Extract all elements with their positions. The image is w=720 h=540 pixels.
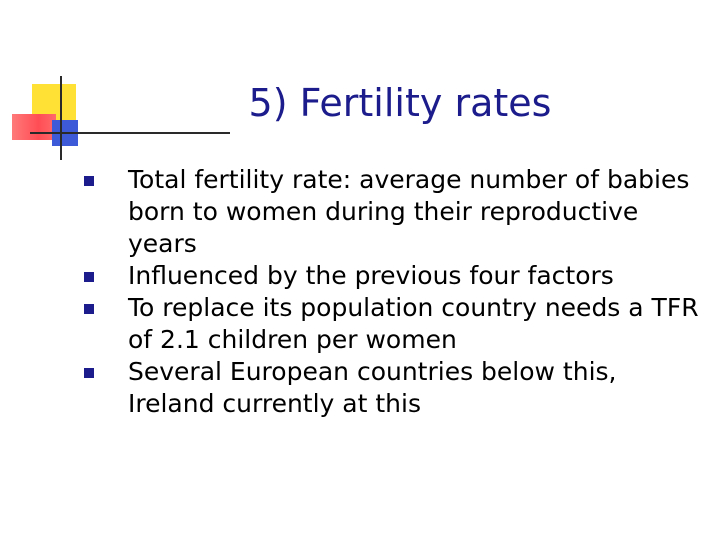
decorative-vertical-line: [60, 76, 62, 160]
slide-title: 5) Fertility rates: [248, 81, 552, 125]
bullet-text: Influenced by the previous four factors: [128, 261, 614, 290]
square-bullet-icon: [84, 176, 94, 186]
bullet-item: To replace its population country needs …: [84, 292, 704, 356]
bullet-item: Several European countries below this, I…: [84, 356, 704, 420]
bullet-text: Several European countries below this, I…: [128, 357, 617, 418]
bullet-item: Influenced by the previous four factors: [84, 260, 704, 292]
square-bullet-icon: [84, 304, 94, 314]
bullet-text: To replace its population country needs …: [128, 293, 699, 354]
square-bullet-icon: [84, 272, 94, 282]
square-bullet-icon: [84, 368, 94, 378]
decorative-red-bar: [12, 114, 56, 140]
bullet-item: Total fertility rate: average number of …: [84, 164, 704, 260]
bullet-text: Total fertility rate: average number of …: [128, 165, 690, 258]
bullet-list: Total fertility rate: average number of …: [84, 164, 704, 420]
decorative-horizontal-line: [30, 132, 230, 134]
